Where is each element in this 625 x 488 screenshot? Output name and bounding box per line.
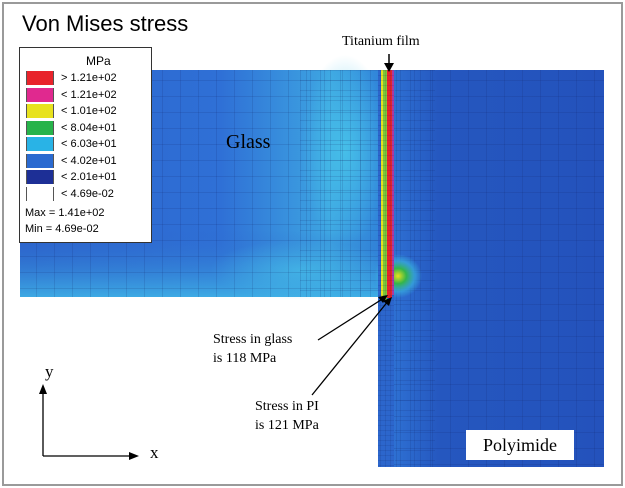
- stress-glass-annotation: Stress in glass is 118 MPa: [213, 330, 292, 368]
- legend-label: < 4.02e+01: [61, 154, 117, 167]
- legend-label: < 1.01e+02: [61, 105, 117, 117]
- legend-swatch: [26, 71, 54, 85]
- polyimide-label: Polyimide: [466, 430, 574, 460]
- y-axis-label: y: [45, 362, 54, 381]
- stress-glass-line1: Stress in glass: [213, 332, 293, 347]
- pi-leader-arrow: [383, 297, 392, 306]
- legend-label: < 8.04e+01: [61, 121, 117, 134]
- glass-leader-line: [317, 297, 385, 341]
- legend-label: < 1.21e+02: [61, 88, 117, 101]
- coordinate-axes: [39, 384, 139, 460]
- legend-label: > 1.21e+02: [61, 72, 117, 84]
- figure-title: Von Mises stress: [22, 11, 189, 36]
- polyimide-region: [386, 70, 604, 467]
- x-axis-label: x: [150, 443, 159, 462]
- film-arrow-head: [384, 63, 394, 72]
- legend-swatch: [26, 104, 54, 118]
- legend-swatch: [26, 170, 54, 184]
- legend-swatch: [26, 120, 54, 135]
- glass-leader-arrow: [378, 295, 388, 303]
- legend-swatch: [26, 186, 54, 201]
- stress-pi-annotation: Stress in PI is 121 MPa: [255, 397, 319, 435]
- stress-glass-line2: is 118 MPa: [213, 351, 277, 366]
- glass-label: Glass: [226, 131, 271, 153]
- legend-swatch: [26, 137, 54, 151]
- legend-label: < 4.69e-02: [61, 187, 114, 200]
- legend-label: < 2.01e+01: [61, 171, 117, 183]
- film-label: Titanium film: [342, 34, 420, 49]
- stress-legend: MPa > 1.21e+02 < 1.21e+02 < 1.01e+02 < 8.04…: [19, 47, 152, 243]
- legend-swatch: [26, 87, 54, 102]
- pi-leader-line: [311, 299, 390, 396]
- legend-min: Min = 4.69e-02: [25, 223, 99, 235]
- legend-unit: MPa: [86, 54, 111, 68]
- stress-pi-line2: is 121 MPa: [255, 418, 319, 433]
- legend-swatch: [26, 153, 54, 168]
- titanium-film: [378, 70, 394, 467]
- legend-label: < 6.03e+01: [61, 138, 117, 150]
- legend-max: Max = 1.41e+02: [25, 207, 105, 219]
- stress-pi-line1: Stress in PI: [255, 399, 319, 414]
